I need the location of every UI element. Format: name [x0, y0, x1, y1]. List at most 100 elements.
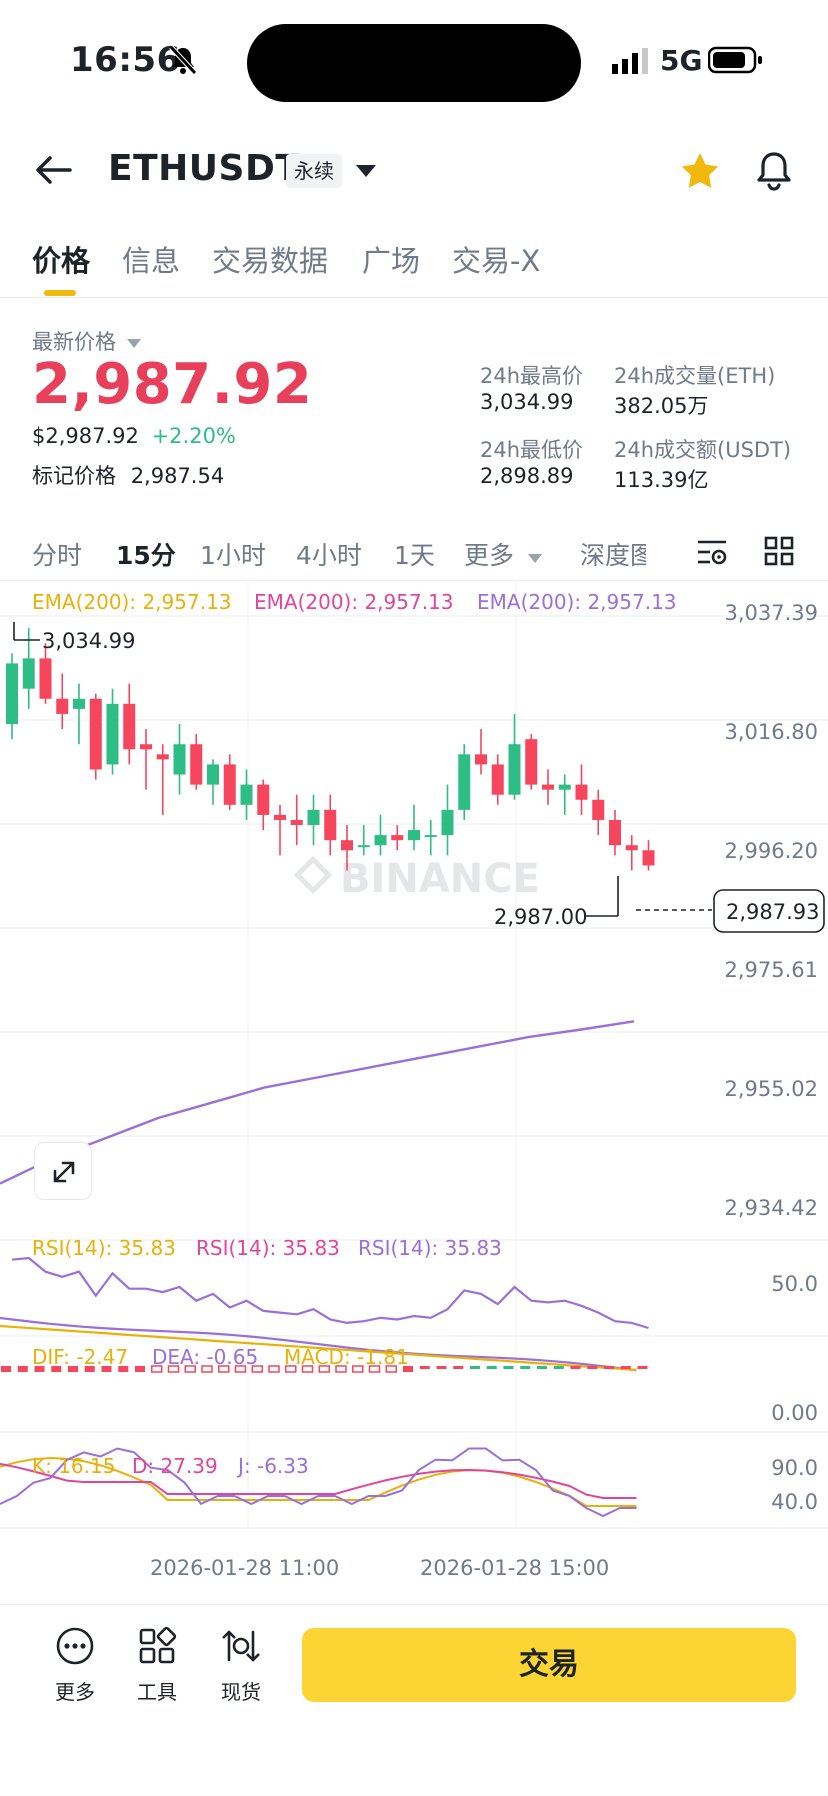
interval-15m[interactable]: 15分	[116, 541, 176, 570]
macd-bar	[301, 1365, 314, 1373]
rsi-legend-3: RSI(14): 35.83	[358, 1236, 502, 1260]
candle-body	[458, 754, 471, 810]
dynamic-island	[247, 24, 581, 102]
silent-bell-icon	[168, 44, 198, 80]
candle-body	[290, 819, 303, 826]
macd-bar	[1, 1366, 11, 1372]
candle-body	[173, 744, 186, 775]
more-button[interactable]: 更多	[40, 1626, 110, 1705]
candle-body	[6, 663, 18, 725]
macd-bar	[34, 1366, 45, 1372]
interval-1d[interactable]: 1天	[394, 541, 435, 570]
macd-bar	[201, 1365, 213, 1373]
candle-body	[156, 754, 169, 760]
candle-body	[73, 698, 85, 709]
binance-logo-watermark-icon	[293, 855, 333, 895]
spot-label: 现货	[221, 1680, 261, 1704]
interval-4h[interactable]: 4小时	[296, 541, 362, 570]
kdj-tick-1: 90.0	[771, 1456, 818, 1480]
rsi-legend-1: RSI(14): 35.83	[32, 1236, 176, 1260]
interval-1h[interactable]: 1小时	[200, 541, 266, 570]
candle-body	[575, 784, 588, 800]
bottom-divider	[0, 1604, 828, 1605]
alert-bell-icon[interactable]	[756, 150, 792, 196]
macd-bar	[318, 1365, 330, 1373]
spot-swap-icon	[222, 1630, 260, 1662]
perpetual-badge: 永续	[286, 154, 342, 188]
macd-bar	[285, 1365, 297, 1373]
macd-bar	[637, 1366, 648, 1369]
y-tick: 3,016.80	[724, 720, 818, 744]
rsi-tick: 50.0	[771, 1272, 818, 1296]
current-price-box	[713, 889, 825, 933]
last-price-label[interactable]: 最新价格	[32, 326, 141, 356]
layout-grid-icon[interactable]	[764, 536, 794, 570]
macd-bar	[101, 1366, 112, 1372]
candle-body	[240, 784, 253, 805]
macd-bar	[486, 1366, 497, 1369]
trade-button[interactable]: 交易	[302, 1628, 796, 1702]
spot-button[interactable]: 现货	[206, 1626, 276, 1705]
favorite-star-icon[interactable]	[680, 152, 720, 194]
symbol-dropdown-icon[interactable]	[356, 164, 376, 183]
more-dots-icon	[56, 1627, 94, 1665]
candle-body	[592, 799, 605, 820]
macd-bar	[234, 1365, 247, 1373]
ema200-line	[0, 1020, 635, 1185]
y-tick: 2,996.20	[724, 839, 818, 863]
candle-body	[558, 784, 571, 790]
macd-bar	[68, 1366, 78, 1372]
tab-trade-x[interactable]: 交易-X	[452, 244, 541, 278]
macd-bar	[453, 1366, 464, 1369]
macd-bar	[385, 1365, 397, 1373]
fullscreen-button[interactable]	[34, 1142, 92, 1200]
candle-body	[508, 744, 521, 795]
candlestick-chart[interactable]: BINANCE 3,034.99 2,987.00 2,987.93	[0, 580, 828, 1600]
candle-body	[357, 845, 370, 848]
candle-body	[207, 764, 219, 785]
macd-bar	[368, 1365, 381, 1373]
candle-body	[140, 744, 152, 750]
candle-body	[341, 840, 353, 851]
high-label: 24h最高价	[480, 364, 584, 388]
volume-label: 24h成交量(ETH)	[614, 364, 776, 388]
x-tick: 2026-01-28 11:00	[150, 1556, 340, 1580]
candle-body	[542, 784, 554, 790]
price-change: +2.20%	[151, 424, 236, 448]
macd-bar	[51, 1366, 62, 1372]
kdj-k-legend: K: 16.15	[32, 1454, 116, 1478]
interval-depth[interactable]: 深度图	[580, 541, 646, 570]
y-tick: 3,037.39	[724, 601, 818, 625]
symbol-title[interactable]: ETHUSDT	[108, 148, 301, 189]
interval-more[interactable]: 更多	[464, 536, 542, 572]
kdj-j-legend: J: -6.33	[238, 1454, 309, 1478]
tab-price[interactable]: 价格	[32, 244, 91, 278]
active-tab-indicator	[44, 290, 76, 296]
macd-bar	[503, 1366, 514, 1369]
candle-body	[22, 658, 35, 689]
tools-button[interactable]: 工具	[122, 1626, 192, 1705]
back-arrow-icon[interactable]	[34, 154, 72, 190]
indicator-settings-icon[interactable]	[696, 536, 728, 572]
tools-label: 工具	[137, 1680, 177, 1704]
interval-line[interactable]: 分时	[32, 541, 83, 570]
macd-value-legend: MACD: -1.81	[284, 1345, 409, 1369]
macd-bar	[218, 1365, 230, 1373]
volume-value: 382.05万	[614, 394, 709, 418]
x-tick: 2026-01-28 15:00	[420, 1556, 610, 1580]
high-marker-label: 3,034.99	[42, 629, 136, 653]
binance-watermark: BINANCE	[340, 856, 540, 902]
tab-trading-data[interactable]: 交易数据	[212, 244, 329, 278]
macd-bar	[251, 1365, 263, 1373]
candle-body	[324, 809, 337, 841]
candle-body	[190, 744, 203, 785]
tab-square[interactable]: 广场	[362, 244, 421, 278]
macd-dif-line	[0, 1316, 637, 1372]
tab-info[interactable]: 信息	[122, 244, 181, 278]
candle-body	[475, 754, 487, 765]
current-price-label: 2,987.93	[726, 900, 820, 924]
last-price: 2,987.92	[32, 352, 313, 417]
signal-icon	[612, 48, 650, 78]
candle-body	[257, 784, 270, 815]
macd-dif-legend: DIF: -2.47	[32, 1345, 129, 1369]
